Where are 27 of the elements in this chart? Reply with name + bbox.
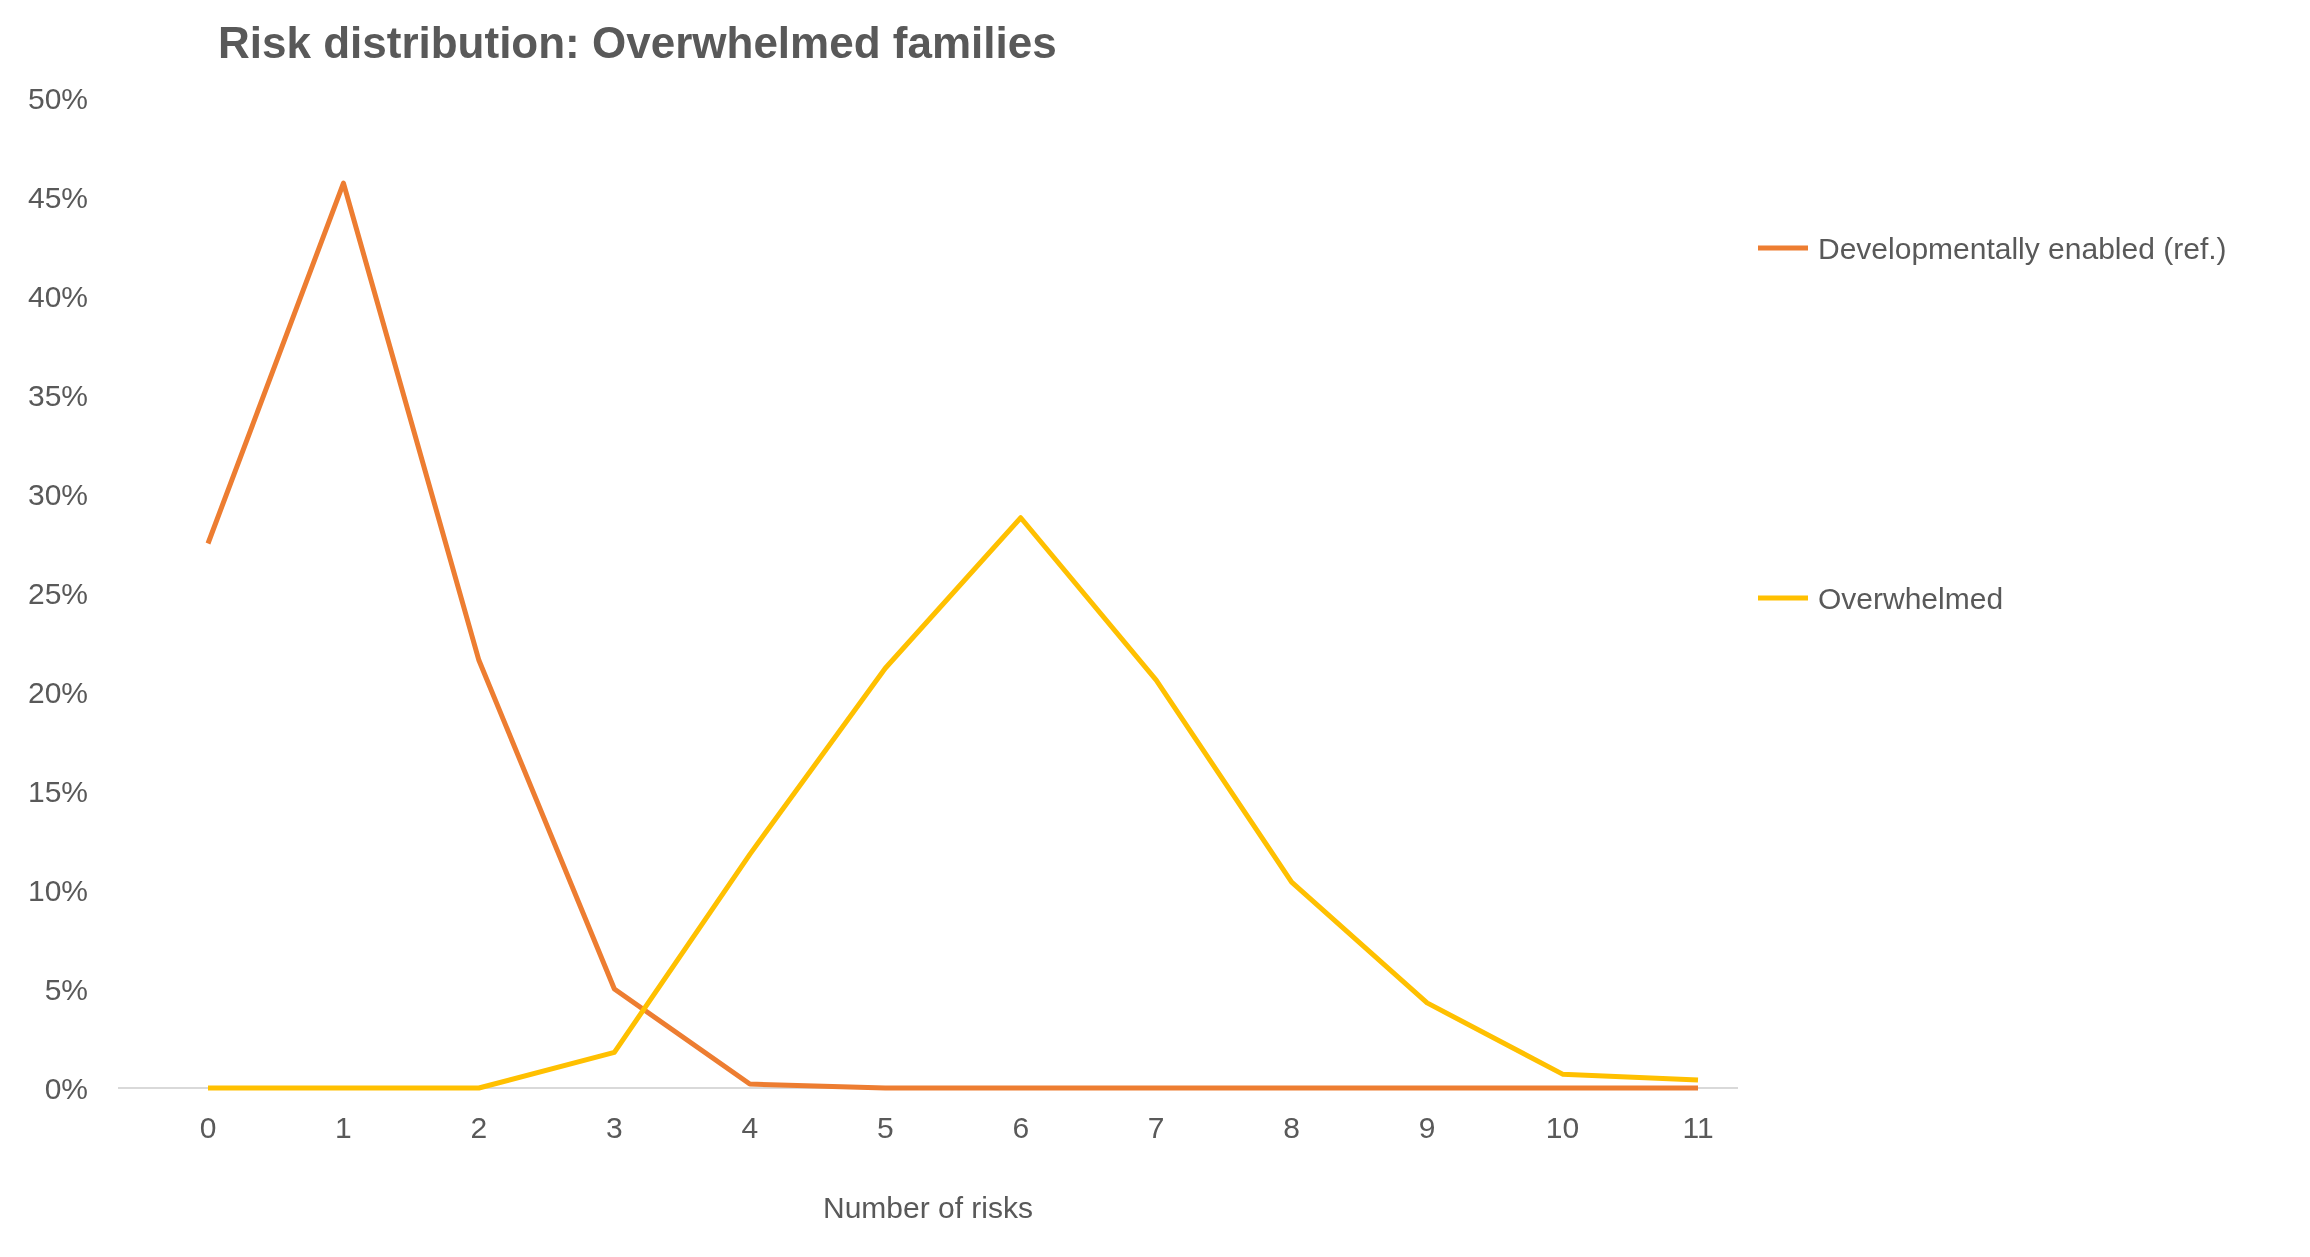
x-tick-label: 5 [876,1111,894,1144]
y-tick-label: 45% [27,180,88,214]
y-tick-label: 30% [27,477,88,511]
y-tick-label: 35% [27,378,88,412]
legend-label: Overwhelmed [1818,581,2004,615]
x-tick-label: 0 [199,1111,217,1144]
y-tick-label: 5% [44,972,88,1006]
x-tick-label: 6 [1012,1111,1030,1144]
x-tick-label: 8 [1283,1111,1300,1144]
y-tick-label: 50% [27,81,88,115]
x-tick-label: 3 [606,1111,623,1144]
x-axis-title: Number of risks [822,1191,1034,1224]
y-tick-label: 15% [27,774,88,808]
x-tick-label: 4 [741,1111,759,1144]
y-tick-label: 20% [27,675,88,709]
chart-title: Risk distribution: Overwhelmed families [218,18,1057,67]
x-tick-label: 2 [470,1111,488,1144]
x-tick-label: 1 [335,1111,352,1144]
y-tick-label: 40% [27,279,88,313]
x-tick-label: 9 [1418,1111,1436,1144]
legend-label: Developmentally enabled (ref.) [1818,231,2227,265]
x-tick-label: 10 [1545,1111,1580,1144]
x-tick-label: 11 [1682,1111,1714,1144]
y-tick-label: 25% [27,576,88,610]
x-tick-label: 7 [1147,1111,1165,1144]
y-tick-label: 10% [27,873,88,907]
y-tick-label: 0% [44,1071,88,1105]
